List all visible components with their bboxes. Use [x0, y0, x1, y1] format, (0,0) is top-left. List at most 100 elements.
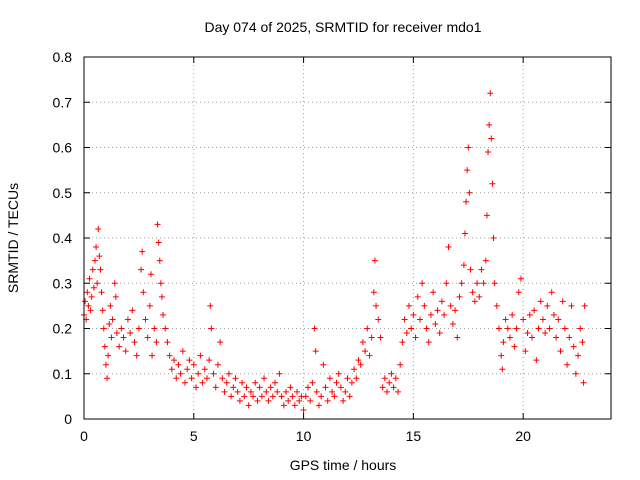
data-point	[98, 289, 105, 296]
data-point	[502, 316, 509, 323]
data-point	[490, 235, 497, 241]
data-point	[581, 302, 588, 309]
data-point	[236, 397, 243, 404]
data-point	[135, 325, 142, 332]
y-tick-label: 0.1	[53, 366, 73, 382]
data-point	[122, 348, 129, 355]
data-point	[493, 302, 500, 309]
data-point	[531, 307, 538, 314]
data-point	[348, 379, 355, 386]
data-point	[353, 375, 360, 382]
data-point	[106, 320, 113, 327]
data-point	[419, 280, 426, 287]
data-point	[140, 289, 147, 296]
data-point	[504, 325, 511, 332]
data-point	[302, 393, 309, 400]
data-point	[370, 289, 377, 296]
data-point	[447, 302, 454, 309]
data-point	[91, 257, 98, 264]
data-point	[254, 397, 261, 404]
data-point	[291, 402, 298, 409]
data-point	[155, 239, 162, 246]
data-point	[416, 316, 423, 323]
data-point	[225, 370, 232, 377]
data-point	[329, 388, 336, 395]
data-point	[151, 325, 158, 332]
data-point	[506, 334, 513, 341]
data-point	[456, 293, 463, 300]
data-point	[245, 402, 252, 409]
x-tick-label: 10	[296, 428, 312, 444]
data-point	[239, 379, 246, 386]
data-point	[577, 325, 584, 332]
data-point	[368, 334, 375, 341]
data-point	[445, 244, 452, 251]
data-point	[566, 334, 573, 341]
data-point	[550, 311, 557, 318]
data-point	[186, 357, 193, 364]
data-point	[432, 320, 439, 327]
data-point	[149, 352, 156, 359]
data-point	[499, 366, 506, 373]
data-point	[217, 339, 224, 346]
data-point	[386, 379, 393, 386]
data-point	[524, 330, 531, 337]
data-point	[491, 280, 498, 287]
data-point	[111, 280, 118, 287]
data-point	[454, 334, 461, 341]
data-point	[190, 361, 197, 368]
data-point	[542, 330, 549, 337]
data-point	[322, 384, 329, 391]
data-point	[90, 284, 97, 291]
data-point	[546, 325, 553, 332]
data-point	[247, 388, 254, 395]
data-point	[449, 320, 456, 327]
data-point	[379, 384, 386, 391]
data-point	[84, 289, 91, 296]
data-point	[575, 352, 582, 359]
data-point	[133, 352, 140, 359]
data-point	[517, 275, 524, 282]
data-point	[464, 167, 471, 174]
data-point	[528, 334, 535, 341]
data-point	[474, 280, 481, 287]
data-point	[230, 384, 237, 391]
y-tick-label: 0.7	[53, 94, 73, 110]
data-point	[489, 180, 496, 187]
data-point	[109, 316, 116, 323]
data-point	[139, 248, 146, 255]
data-point	[434, 307, 441, 314]
data-point	[289, 393, 296, 400]
data-point	[537, 298, 544, 305]
data-point	[498, 352, 505, 359]
data-point	[168, 366, 175, 373]
data-point	[214, 361, 221, 368]
data-point	[252, 379, 259, 386]
data-point	[533, 357, 540, 364]
data-point	[146, 302, 153, 309]
data-point	[228, 393, 235, 400]
data-point	[201, 366, 208, 373]
data-point	[438, 298, 445, 305]
data-point	[219, 375, 226, 382]
data-point	[188, 375, 195, 382]
data-point	[250, 393, 257, 400]
data-point	[313, 388, 320, 395]
data-point	[460, 262, 467, 269]
data-point	[539, 316, 546, 323]
data-point	[430, 289, 437, 296]
data-point	[471, 298, 478, 305]
data-point	[144, 334, 151, 341]
data-point	[513, 325, 520, 332]
axes: 0 5 10 15 20 0 0.1 0.2 0.3 0.4 0.5 0.6 0.7 0.8	[53, 49, 611, 444]
data-point	[414, 293, 421, 300]
data-point	[572, 370, 579, 377]
data-point	[184, 366, 191, 373]
data-point	[544, 302, 551, 309]
data-point	[258, 393, 265, 400]
data-point	[395, 388, 402, 395]
data-point	[118, 325, 125, 332]
data-point	[548, 289, 555, 296]
data-point	[526, 311, 533, 318]
